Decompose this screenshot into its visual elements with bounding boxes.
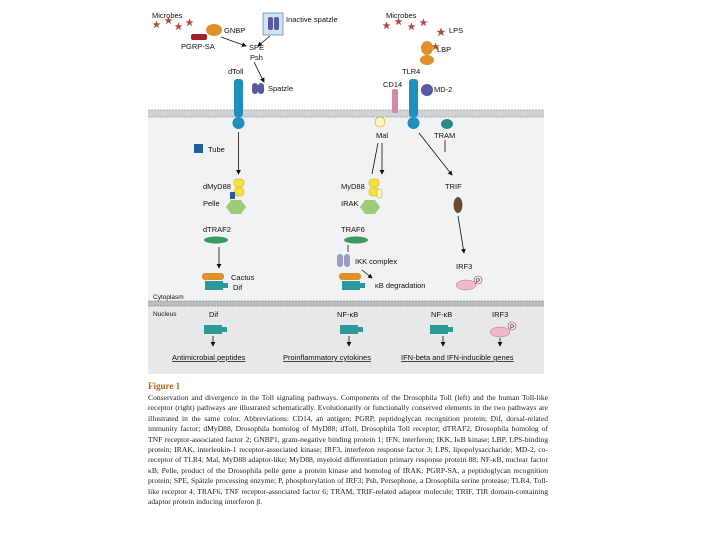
dtoll-receptor — [234, 79, 243, 117]
md2-shape — [421, 84, 433, 96]
microbe-star-icon — [174, 22, 183, 31]
figure-caption: Conservation and divergence in the Toll … — [148, 393, 548, 507]
microbe-star-icon — [185, 18, 194, 27]
kb-degradation-label: κB degradation — [375, 281, 425, 290]
svg-text:Inactive spatzle: Inactive spatzle — [286, 15, 338, 24]
ikk-shape — [337, 254, 343, 267]
microbe-star-icon — [152, 20, 161, 29]
myd88-label: MyD88 — [341, 182, 365, 191]
lbp-label: LBP — [437, 45, 451, 54]
cytoplasm-label: Cytoplasm — [153, 294, 184, 301]
nfkb-1-shape — [340, 325, 358, 334]
dif-shape — [205, 281, 223, 290]
dmyd88-label: dMyD88 — [203, 182, 231, 191]
spatzle-shape — [252, 83, 258, 94]
dmyd88-shape — [233, 178, 245, 188]
traf6-label: TRAF6 — [341, 225, 365, 234]
irak-shape — [360, 200, 380, 214]
cd14-label: CD14 — [383, 80, 402, 89]
dif-nucleus-label: Dif — [209, 310, 219, 319]
gnbp-shape — [206, 24, 222, 36]
spe-label: SPE — [249, 43, 264, 52]
psh-label: Psh — [250, 53, 263, 62]
nfkb-cyto-shape — [342, 281, 360, 290]
nucleus-band — [148, 306, 544, 374]
cytoplasm-band — [148, 117, 544, 302]
phospho-nucleus-icon — [507, 321, 517, 331]
nfkb-2-label: NF-κB — [431, 310, 452, 319]
tube-label: Tube — [208, 145, 225, 154]
mal-shape — [374, 116, 386, 128]
dtraf2-shape — [204, 236, 228, 244]
phospho-icon — [473, 275, 483, 285]
tlr4-label: TLR4 — [402, 67, 420, 76]
figure-title: Figure 1 — [148, 381, 181, 391]
nfkb-1-label: NF-κB — [337, 310, 358, 319]
lps-label: LPS — [449, 26, 463, 35]
irf3-shape — [455, 279, 477, 291]
cytokines-output: Proinflammatory cytokines — [283, 353, 371, 362]
gnbp-label: GNBP — [224, 26, 245, 35]
tube-icon — [194, 144, 203, 153]
microbes-left-label: Microbes — [152, 11, 183, 20]
cactus-shape — [202, 273, 224, 280]
spatzle-dimer-icon — [268, 17, 273, 30]
irf3-label: IRF3 — [456, 262, 472, 271]
lbp-shape — [421, 41, 433, 55]
pathway-diagram: Microbes GNBP PGRP-SA SPE Psh Inactive s… — [148, 11, 544, 374]
dtoll-label: dToll — [228, 67, 244, 76]
ifn-output: IFN-beta and IFN-inducible genes — [401, 353, 514, 362]
p-nucleus-label: P — [510, 325, 514, 331]
irf3-nucleus-label: IRF3 — [492, 310, 508, 319]
cd14-shape — [392, 89, 398, 113]
trif-shape — [453, 197, 463, 213]
irf3-nucleus-shape — [489, 326, 511, 338]
pelle-shape — [226, 200, 246, 214]
dif-nucleus-shape — [204, 325, 222, 334]
dtraf2-label: dTRAF2 — [203, 225, 231, 234]
ikk-label: IKK complex — [355, 257, 397, 266]
pgrp-shape — [191, 34, 207, 40]
tram-label: TRAM — [434, 131, 455, 140]
spatzle-label: Spatzle — [268, 84, 293, 93]
dif-label: Dif — [233, 283, 243, 292]
plasma-membrane — [148, 110, 544, 117]
tlr4-receptor — [409, 79, 418, 117]
inactive-spatzle-label: Inactive spatzle — [286, 15, 338, 24]
md2-label: MD-2 — [434, 85, 452, 94]
trif-label: TRIF — [445, 182, 462, 191]
cactus-label: Cactus — [231, 273, 255, 282]
microbe-star-icon — [407, 22, 416, 31]
pelle-label: Pelle — [203, 199, 220, 208]
tram-shape — [441, 119, 453, 129]
tlr4-tir-domain — [407, 117, 420, 129]
mal-label: Mal — [376, 131, 388, 140]
nuclear-membrane — [148, 301, 544, 306]
myd88-shape — [368, 178, 380, 188]
irak-label: IRAK — [341, 199, 359, 208]
dtoll-tir-domain — [232, 117, 245, 129]
antimicrobial-output: Antimicrobial peptides — [172, 353, 246, 362]
ikb-shape — [339, 273, 361, 280]
p-label: P — [476, 279, 480, 285]
pgrp-label: PGRP-SA — [181, 42, 215, 51]
traf6-shape — [344, 236, 368, 244]
nucleus-label: Nucleus — [153, 311, 177, 318]
nfkb-2-shape — [430, 325, 448, 334]
microbes-right-label: Microbes — [386, 11, 417, 20]
lps-star-icon — [436, 27, 446, 37]
microbe-star-icon — [419, 18, 428, 27]
microbe-star-icon — [382, 21, 391, 30]
